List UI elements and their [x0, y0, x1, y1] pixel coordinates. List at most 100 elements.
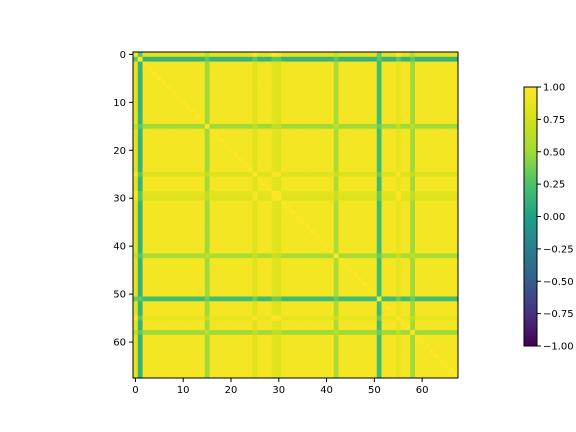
heatmap-cell	[309, 272, 315, 278]
heatmap-cell	[219, 373, 225, 379]
heatmap-cell	[309, 282, 315, 288]
heatmap-cell	[324, 104, 330, 110]
heatmap-cell	[242, 109, 249, 115]
heatmap-cell	[357, 167, 363, 173]
heatmap-cell	[257, 267, 263, 273]
heatmap-cell	[199, 330, 206, 336]
heatmap-cell	[453, 138, 459, 144]
heatmap-cell	[252, 191, 258, 197]
heatmap-cell	[448, 282, 454, 288]
heatmap-cell	[405, 344, 411, 350]
heatmap-cell	[352, 286, 358, 293]
heatmap-cell	[324, 162, 330, 168]
heatmap-cell	[185, 301, 191, 307]
heatmap-cell	[314, 195, 320, 201]
heatmap-cell	[247, 344, 253, 350]
heatmap-cell	[242, 157, 249, 163]
heatmap-cell	[438, 229, 445, 235]
heatmap-cell	[333, 114, 339, 120]
heatmap-cell	[281, 133, 287, 139]
heatmap-cell	[171, 215, 177, 221]
heatmap-cell	[424, 205, 430, 211]
heatmap-cell	[219, 52, 225, 58]
heatmap-cell	[199, 143, 206, 149]
heatmap-cell	[367, 219, 373, 225]
heatmap-cell	[410, 234, 416, 240]
heatmap-cell	[338, 186, 344, 192]
heatmap-cell	[266, 66, 272, 72]
heatmap-cell	[348, 282, 354, 288]
heatmap-cell	[400, 234, 406, 240]
heatmap-cell	[434, 272, 440, 278]
heatmap-cell	[266, 344, 272, 350]
heatmap-cell	[386, 61, 392, 67]
heatmap-cell	[166, 123, 172, 130]
heatmap-cell	[448, 272, 454, 278]
heatmap-cell	[176, 282, 182, 288]
heatmap-cell	[238, 114, 244, 120]
heatmap-cell	[238, 147, 244, 154]
heatmap-cell	[448, 143, 454, 149]
heatmap-cell	[161, 181, 167, 187]
heatmap-cell	[257, 334, 263, 340]
heatmap-cell	[376, 358, 382, 364]
heatmap-cell	[343, 349, 349, 355]
heatmap-cell	[190, 354, 196, 360]
heatmap-cell	[142, 248, 148, 254]
heatmap-cell	[156, 258, 163, 264]
heatmap-cell	[429, 123, 435, 130]
heatmap-cell	[185, 334, 191, 340]
heatmap-cell	[266, 334, 272, 340]
heatmap-cell	[367, 310, 373, 317]
heatmap-cell	[352, 80, 358, 86]
heatmap-cell	[338, 354, 344, 360]
heatmap-cell	[295, 296, 301, 302]
heatmap-cell	[252, 358, 258, 364]
heatmap-cell	[238, 310, 244, 317]
heatmap-cell	[434, 85, 440, 91]
heatmap-cell	[367, 315, 373, 321]
heatmap-cell	[161, 234, 167, 240]
heatmap-cell	[290, 258, 296, 264]
heatmap-cell	[271, 85, 277, 91]
heatmap-cell	[238, 286, 244, 293]
heatmap-cell	[281, 339, 287, 345]
heatmap-cell	[190, 109, 196, 115]
heatmap-cell	[362, 234, 368, 240]
heatmap-cell	[348, 56, 354, 62]
heatmap-cell	[257, 128, 263, 134]
heatmap-cell	[147, 138, 153, 144]
heatmap-cell	[400, 114, 406, 120]
heatmap-cell	[180, 224, 186, 230]
heatmap-cell	[257, 358, 263, 364]
heatmap-cell	[161, 157, 167, 163]
heatmap-cell	[171, 162, 177, 168]
heatmap-cell	[137, 80, 143, 86]
heatmap-cell	[199, 167, 206, 173]
heatmap-cell	[348, 344, 354, 350]
heatmap-cell	[324, 210, 330, 216]
heatmap-cell	[328, 147, 335, 154]
heatmap-cell	[219, 320, 225, 326]
heatmap-cell	[214, 195, 220, 201]
heatmap-cell	[386, 99, 392, 106]
heatmap-cell	[429, 109, 435, 115]
heatmap-cell	[367, 296, 373, 302]
heatmap-cell	[453, 243, 459, 249]
heatmap-cell	[156, 272, 163, 278]
heatmap-cell	[371, 344, 378, 350]
heatmap-cell	[204, 99, 210, 106]
heatmap-cell	[228, 61, 234, 67]
heatmap-cell	[300, 71, 306, 77]
heatmap-cell	[305, 167, 311, 173]
heatmap-cell	[180, 95, 186, 101]
heatmap-cell	[161, 325, 167, 331]
heatmap-cell	[228, 301, 234, 307]
heatmap-cell	[137, 325, 143, 331]
heatmap-cell	[290, 99, 296, 106]
heatmap-cell	[295, 143, 301, 149]
heatmap-cell	[429, 90, 435, 96]
heatmap-cell	[376, 243, 382, 249]
heatmap-cell	[252, 80, 258, 86]
heatmap-cell	[161, 373, 167, 379]
